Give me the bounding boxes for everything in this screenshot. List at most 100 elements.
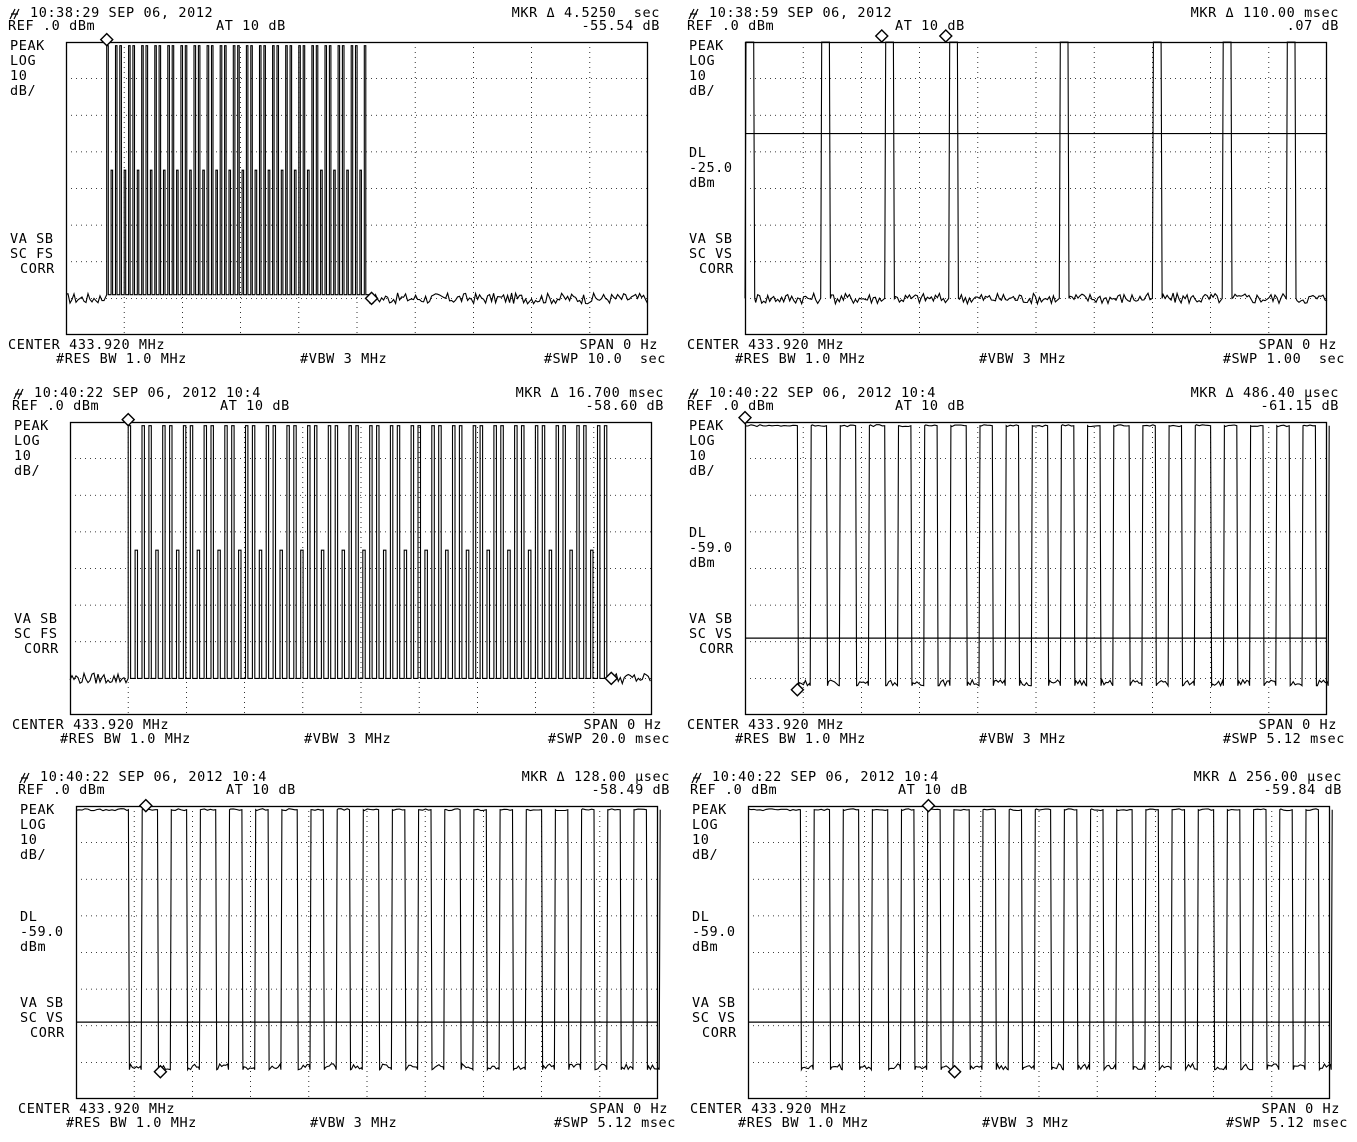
scale-label: LOG [14,433,41,449]
scale-label: dB/ [14,463,41,479]
marker-delta-label: MKR Δ 4.5250 sec [511,5,660,21]
display-line-label: DL [20,909,38,925]
signal-trace [744,41,1328,306]
scale-label: dB/ [689,83,716,99]
scale-label: PEAK [689,418,724,434]
sweep-time: #SWP 5.12 msec [553,1115,676,1131]
trace-plot [65,32,649,336]
mode-label: CORR [24,641,59,657]
signal-trace [75,808,661,1072]
timestamp: 10:38:29 SEP 06, 2012 [30,5,214,21]
marker-delta-value: -61.15 dB [1260,398,1339,414]
marker-delta-label: MKR Δ 110.00 msec [1190,5,1339,21]
sweep-time: #SWP 5.12 msec [1222,731,1345,747]
resolution-bandwidth: #RES BW 1.0 MHz [66,1115,197,1131]
span: SPAN 0 Hz [1261,1101,1340,1117]
timestamp: 10:40:22 SEP 06, 2012 10:4 [709,385,936,401]
trace-plot [738,410,1330,716]
marker-delta-label: MKR Δ 256.00 μsec [1193,769,1342,785]
mode-label: SC FS [14,626,58,642]
ref-level: REF .0 dBm [687,18,775,34]
span: SPAN 0 Hz [583,717,662,733]
attenuation: AT 10 dB [216,18,286,34]
sweep-time: #SWP 20.0 msec [547,731,670,747]
mode-label: VA SB [14,611,58,627]
scale-label: 10 [20,832,38,848]
display-line-label: DL [689,525,707,541]
analyzer-panel: 10:40:22 SEP 06, 2012 10:4 MKR Δ 256.00 μ… [690,770,1350,1142]
hp-logo-icon [19,772,30,784]
display-line-label: -59.0 [692,924,736,940]
video-bandwidth: #VBW 3 MHz [300,351,388,367]
mode-label: VA SB [10,231,54,247]
sweep-time: #SWP 5.12 msec [1225,1115,1348,1131]
analyzer-panel: 10:40:22 SEP 06, 2012 10:4 MKR Δ 128.00 μ… [18,770,678,1142]
span: SPAN 0 Hz [579,337,658,353]
display-line-label: dBm [20,939,47,955]
scale-label: dB/ [692,847,719,863]
marker-delta-label: MKR Δ 16.700 msec [515,385,664,401]
marker-diamond [790,682,805,697]
marker-diamond [738,410,752,425]
scale-label: 10 [692,832,710,848]
display-line-label: -59.0 [689,540,733,556]
mode-label: VA SB [20,995,64,1011]
marker-diamond [153,1064,168,1079]
analyzer-panel: 10:38:59 SEP 06, 2012 MKR Δ 110.00 msec RE… [687,6,1347,378]
center-frequency: CENTER 433.920 MHz [18,1101,176,1117]
mode-label: VA SB [692,995,736,1011]
trace-plot [747,798,1333,1100]
attenuation: AT 10 dB [895,398,965,414]
scale-label: PEAK [14,418,49,434]
display-line-label: DL [689,145,707,161]
mode-label: SC VS [692,1010,736,1026]
signal-trace [744,424,1330,688]
signal-trace [747,808,1333,1072]
ref-level: REF .0 dBm [12,398,100,414]
analyzer-panel: 10:40:22 SEP 06, 2012 10:4 MKR Δ 16.700 m… [12,386,672,758]
ref-level: REF .0 dBm [687,398,775,414]
scale-label: PEAK [20,802,55,818]
video-bandwidth: #VBW 3 MHz [304,731,392,747]
timestamp: 10:40:22 SEP 06, 2012 10:4 [712,769,939,785]
video-bandwidth: #VBW 3 MHz [982,1115,1070,1131]
analyzer-panel: 10:38:29 SEP 06, 2012 MKR Δ 4.5250 sec REF… [8,6,668,378]
resolution-bandwidth: #RES BW 1.0 MHz [738,1115,869,1131]
trace-plot [69,412,653,716]
center-frequency: CENTER 433.920 MHz [8,337,166,353]
mode-label: SC VS [689,246,733,262]
scale-label: dB/ [20,847,47,863]
center-frequency: CENTER 433.920 MHz [687,717,845,733]
mode-label: SC VS [689,626,733,642]
marker-diamond [138,798,153,813]
display-line-label: dBm [692,939,719,955]
scale-label: LOG [20,817,47,833]
mode-label: CORR [699,261,734,277]
attenuation: AT 10 dB [898,782,968,798]
hp-logo-icon [13,388,24,400]
mode-label: VA SB [689,611,733,627]
sweep-time: #SWP 10.0 sec [543,351,666,367]
marker-delta-value: .07 dB [1286,18,1339,34]
timestamp: 10:40:22 SEP 06, 2012 10:4 [34,385,261,401]
mode-label: SC VS [20,1010,64,1026]
mode-label: CORR [699,641,734,657]
scale-label: 10 [689,68,707,84]
display-line-label: -59.0 [20,924,64,940]
scale-label: PEAK [10,38,45,54]
video-bandwidth: #VBW 3 MHz [979,351,1067,367]
scale-label: dB/ [10,83,37,99]
center-frequency: CENTER 433.920 MHz [690,1101,848,1117]
timestamp: 10:38:59 SEP 06, 2012 [709,5,893,21]
marker-delta-label: MKR Δ 486.40 μsec [1190,385,1339,401]
trace-plot [744,29,1328,336]
span: SPAN 0 Hz [1258,337,1337,353]
scale-label: LOG [689,433,716,449]
scale-label: LOG [692,817,719,833]
resolution-bandwidth: #RES BW 1.0 MHz [735,351,866,367]
attenuation: AT 10 dB [895,18,965,34]
display-line-label: DL [692,909,710,925]
marker-diamond [921,798,936,813]
span: SPAN 0 Hz [589,1101,668,1117]
marker-delta-value: -58.49 dB [591,782,670,798]
